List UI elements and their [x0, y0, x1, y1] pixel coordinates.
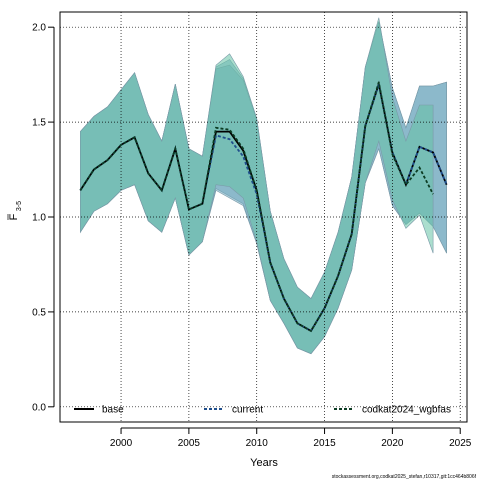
legend-label-codkat2024_wgbfas: codkat2024_wgbfas	[362, 405, 451, 416]
y-axis: 0.0 0.5 1.0 1.5 2.0	[32, 23, 55, 413]
series-line-codkat2024_wgbfas	[79, 81, 434, 333]
x-tick-label: 2015	[313, 438, 336, 449]
y-tick-label: 0.5	[32, 307, 46, 318]
confidence-bands	[80, 17, 447, 355]
legend-label-base: base	[102, 405, 124, 416]
y-tick-label: 1.5	[32, 118, 46, 129]
legend-label-current: current	[232, 405, 263, 416]
plot-frame	[59, 11, 468, 423]
y-tick-label: 0.0	[32, 402, 46, 413]
legend: base current codkat2024_wgbfas	[74, 405, 451, 416]
y-axis-title: F 3-5	[7, 201, 23, 220]
x-tick-label: 2020	[381, 438, 404, 449]
x-axis: 2000 2005 2010 2015 2020 2025	[110, 427, 472, 449]
x-tick-label: 2005	[178, 438, 201, 449]
series-lines	[79, 80, 448, 333]
y-axis-title-main: F	[8, 213, 20, 220]
x-axis-title: Years	[250, 457, 278, 469]
y-tick-label: 2.0	[32, 23, 46, 34]
x-tick-label: 2010	[246, 438, 269, 449]
grid-lines	[60, 12, 467, 422]
x-tick-label: 2025	[449, 438, 472, 449]
y-axis-title-subscript: 3-5	[16, 201, 23, 211]
y-tick-label: 1.0	[32, 213, 46, 224]
x-tick-label: 2000	[110, 438, 133, 449]
footer-text: stockassessment.org,codkat2025_stefan,r1…	[332, 474, 477, 480]
